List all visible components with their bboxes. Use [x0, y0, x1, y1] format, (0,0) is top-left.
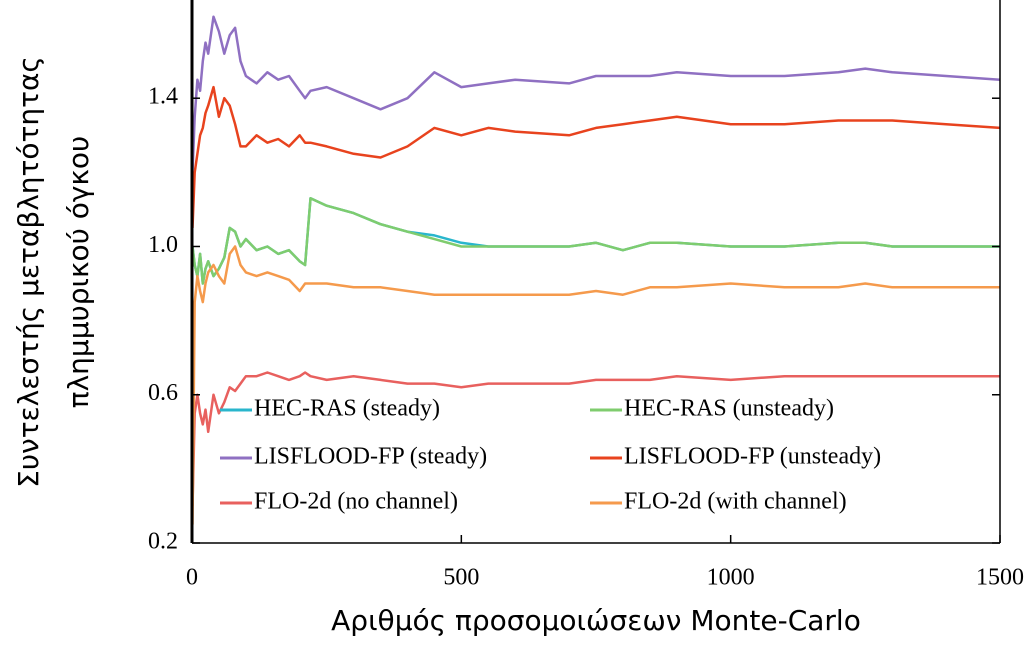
x-tick-label: 1500 [976, 565, 1024, 591]
x-tick-label: 1000 [707, 565, 755, 591]
legend-label: HEC-RAS (unsteady) [624, 396, 834, 422]
legend-label: LISFLOOD-FP (unsteady) [624, 444, 881, 470]
legend-label: FLO-2d (no channel) [254, 489, 458, 515]
legend-label: FLO-2d (with channel) [624, 489, 847, 515]
legend-label: HEC-RAS (steady) [254, 396, 440, 422]
series-line [191, 197, 1000, 285]
x-tick-label: 500 [443, 565, 479, 591]
y-axis-label: πλημμυρικού όγκου [62, 136, 95, 409]
y-tick-label: 1.0 [148, 232, 178, 258]
y-axis-label: Συντελεστής μεταβλητότητας [12, 56, 45, 488]
x-tick-label: 0 [186, 565, 198, 591]
x-axis-label: Αριθμός προσομοιώσεων Monte-Carlo [331, 604, 861, 637]
series-line [191, 15, 1001, 173]
y-tick-label: 0.2 [148, 529, 178, 555]
y-tick-label: 0.6 [148, 380, 178, 406]
series-line [191, 371, 1000, 506]
series-line [191, 85, 1001, 228]
legend-label: LISFLOOD-FP (steady) [254, 444, 487, 470]
series-line [191, 245, 1000, 525]
y-tick-label: 1.4 [148, 84, 178, 110]
series-line [191, 197, 1000, 285]
